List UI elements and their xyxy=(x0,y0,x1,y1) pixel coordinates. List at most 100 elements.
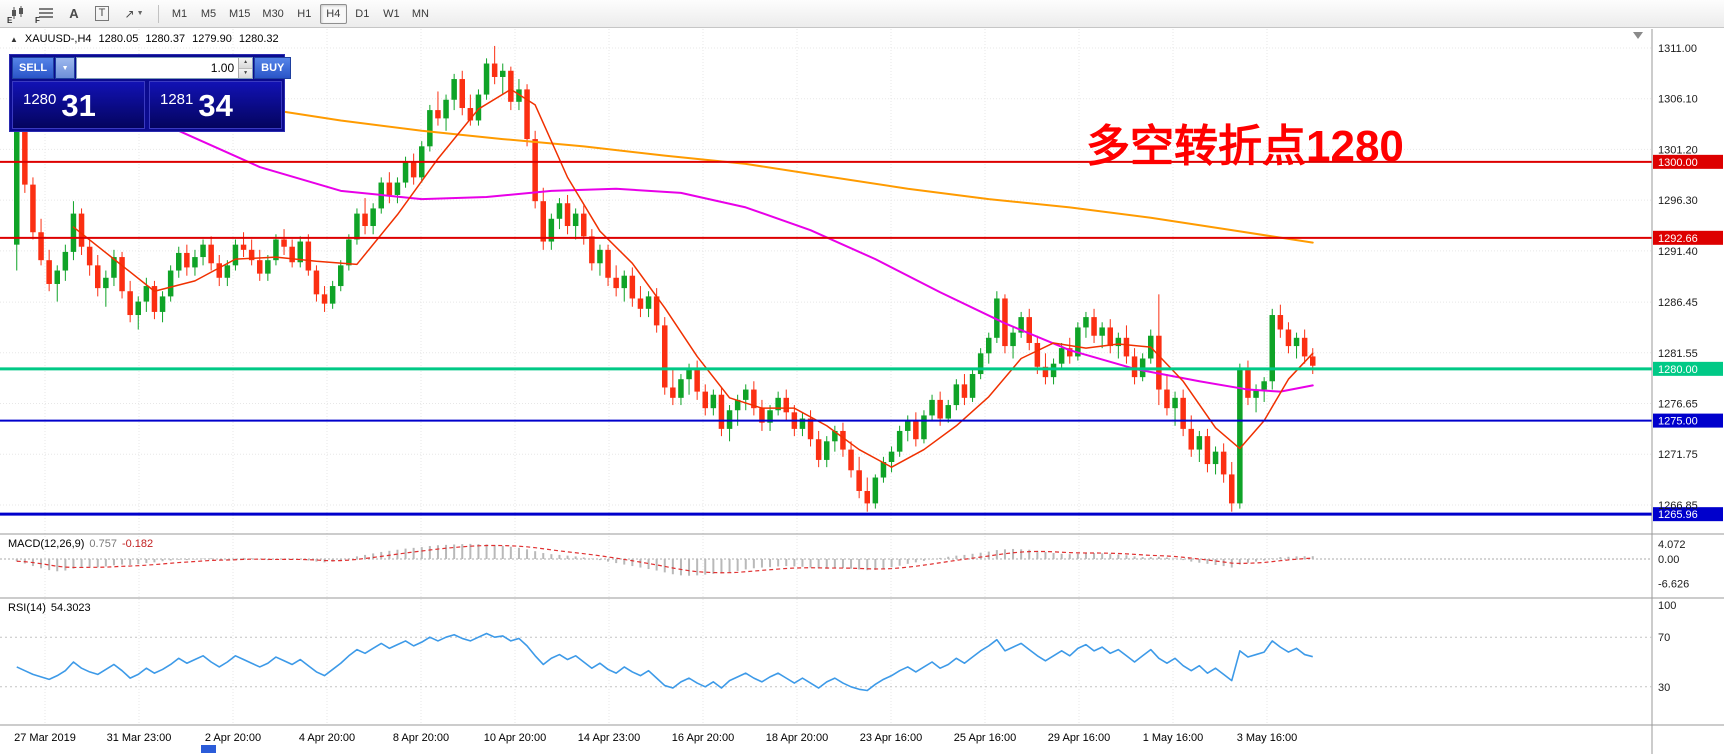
candle-body xyxy=(240,244,247,250)
buy-price-panel[interactable]: 1281 34 xyxy=(149,81,282,129)
timeframe-button-M5[interactable]: M5 xyxy=(200,7,217,20)
candle-body xyxy=(70,213,77,252)
candle-body xyxy=(856,470,862,491)
horizontal-levels: 1300.00 1292.66 1280.00 1275.00 1265.96 xyxy=(0,154,1723,522)
candle-body xyxy=(508,70,514,102)
text-tool-button[interactable]: T xyxy=(89,3,115,25)
candle-body xyxy=(994,298,1000,338)
text-label-icon: A xyxy=(69,6,79,21)
candle-body xyxy=(589,236,595,264)
candle-body xyxy=(726,410,733,429)
sell-price-main: 1280 xyxy=(23,90,57,108)
price-axis-label: 1301.20 xyxy=(1658,144,1698,156)
candle-body xyxy=(1164,389,1170,409)
macd-axis-label: 0.00 xyxy=(1658,554,1679,566)
candle-body xyxy=(629,275,636,299)
timeframe-button-D1[interactable]: D1 xyxy=(355,7,370,20)
candlestick-chart-icon xyxy=(12,5,23,19)
time-axis-label: 25 Apr 16:00 xyxy=(954,732,1016,744)
candle-body xyxy=(54,270,60,284)
volume-input[interactable] xyxy=(77,58,239,78)
chart-shift-marker-icon[interactable] xyxy=(1633,32,1643,39)
macd-label: MACD(12,26,9) 0.757 -0.182 xyxy=(8,538,153,550)
candle-body xyxy=(848,449,854,471)
time-axis-label: 16 Apr 20:00 xyxy=(672,732,734,744)
buy-button[interactable]: BUY xyxy=(254,57,292,79)
time-axis-label: 2 Apr 20:00 xyxy=(205,732,261,744)
timeframe-button-W1[interactable]: W1 xyxy=(383,7,400,20)
candle-body xyxy=(524,89,530,140)
close-value: 1280.32 xyxy=(238,33,279,45)
candle-body xyxy=(621,275,627,289)
candle-body xyxy=(516,89,522,102)
price-axis-label: 1266.85 xyxy=(1658,500,1698,512)
candle-body xyxy=(159,296,166,312)
price-badge-label: 1292.66 xyxy=(1658,233,1698,245)
sell-button[interactable]: SELL xyxy=(12,57,55,79)
chart-annotation-text: 多空转折点1280 xyxy=(1086,122,1404,171)
time-axis-label: 10 Apr 20:00 xyxy=(484,732,546,744)
timeframe-button-H1[interactable]: H1 xyxy=(297,7,312,20)
arrows-tool-button[interactable]: ↗ ▼ xyxy=(117,3,151,25)
candle-body xyxy=(734,399,741,411)
one-click-collapse-button[interactable]: ▲ xyxy=(10,34,18,44)
price-axis-label: 1271.75 xyxy=(1658,449,1698,461)
buy-price-main: 1281 xyxy=(160,90,194,108)
rsi-axis-label: 70 xyxy=(1658,632,1670,644)
candle-body xyxy=(151,286,158,312)
candle-body xyxy=(1156,335,1162,390)
candle-body xyxy=(402,161,409,183)
macd-panel: 4.072 0.00 -6.626 xyxy=(0,539,1689,591)
candle-body xyxy=(1188,428,1194,450)
candle-body xyxy=(200,244,206,258)
time-axis[interactable]: 27 Mar 2019 31 Mar 23:00 2 Apr 20:00 4 Apr … xyxy=(14,732,1297,744)
candle-body xyxy=(1253,389,1259,398)
candle-body xyxy=(208,244,214,264)
candle-body xyxy=(184,252,190,268)
timeframe-button-H4[interactable]: H4 xyxy=(319,3,347,24)
candle-body xyxy=(224,265,231,278)
candle-body xyxy=(775,397,781,411)
volume-up-button[interactable]: ▲ xyxy=(239,58,253,69)
volume-field: ▲ ▼ xyxy=(76,57,254,79)
candle-body xyxy=(38,232,44,261)
volume-dropdown-button[interactable]: ▼ xyxy=(55,57,76,79)
arrow-icon: ↗ xyxy=(124,6,135,21)
chart-objects-tool-button[interactable]: E xyxy=(5,3,31,25)
price-badge xyxy=(1653,154,1723,169)
candle-body xyxy=(581,213,587,237)
candle-body xyxy=(945,405,951,419)
candle-body xyxy=(500,70,506,77)
sell-price-pips: 31 xyxy=(61,87,96,123)
candle-body xyxy=(767,410,773,423)
buy-price-pips: 34 xyxy=(198,87,233,123)
candle-body xyxy=(1083,317,1089,328)
timeframe-button-M30[interactable]: M30 xyxy=(262,7,284,20)
symbol-label: XAUUSD-,H4 xyxy=(24,33,92,45)
timeframe-button-M15[interactable]: M15 xyxy=(229,7,251,20)
sell-price-panel[interactable]: 1280 31 xyxy=(12,81,145,129)
volume-down-button[interactable]: ▼ xyxy=(239,68,253,78)
candle-body xyxy=(1026,317,1032,343)
text-label-tool-button[interactable]: A xyxy=(61,3,87,25)
candle-body xyxy=(864,490,870,504)
time-axis-label: 14 Apr 23:00 xyxy=(578,732,640,744)
candle-body xyxy=(1285,329,1292,347)
candle-body xyxy=(1245,368,1251,398)
candle-body xyxy=(257,260,263,274)
candle-body xyxy=(953,384,960,406)
timeframe-button-M1[interactable]: M1 xyxy=(171,7,188,20)
candle-body xyxy=(548,218,555,242)
ma-slow-orange xyxy=(258,107,1314,244)
timeframe-button-MN[interactable]: MN xyxy=(411,7,429,20)
candle-body xyxy=(321,294,328,304)
candle-body xyxy=(467,108,474,121)
candle-body xyxy=(216,263,222,278)
ma-fast-red xyxy=(72,88,1314,468)
candle-body xyxy=(905,420,911,431)
fibonacci-tool-button[interactable]: F xyxy=(33,3,59,25)
candle-body xyxy=(435,110,441,119)
low-value: 1279.90 xyxy=(192,33,232,45)
price-axis[interactable]: 1311.00 1306.10 1301.20 1296.30 1291.40 1286.… xyxy=(1658,43,1698,512)
